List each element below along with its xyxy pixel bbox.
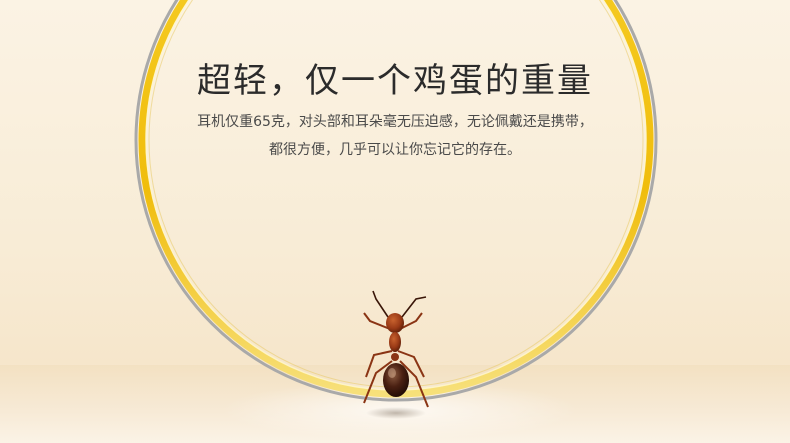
description-line-2: 都很方便，几乎可以让你忘记它的存在。 [269,142,521,158]
description-line-1: 耳机仅重65克，对头部和耳朵毫无压迫感，无论佩戴还是携带， [197,114,593,130]
headline: 超轻，仅一个鸡蛋的重量 [197,61,593,101]
ant-image [363,290,429,419]
